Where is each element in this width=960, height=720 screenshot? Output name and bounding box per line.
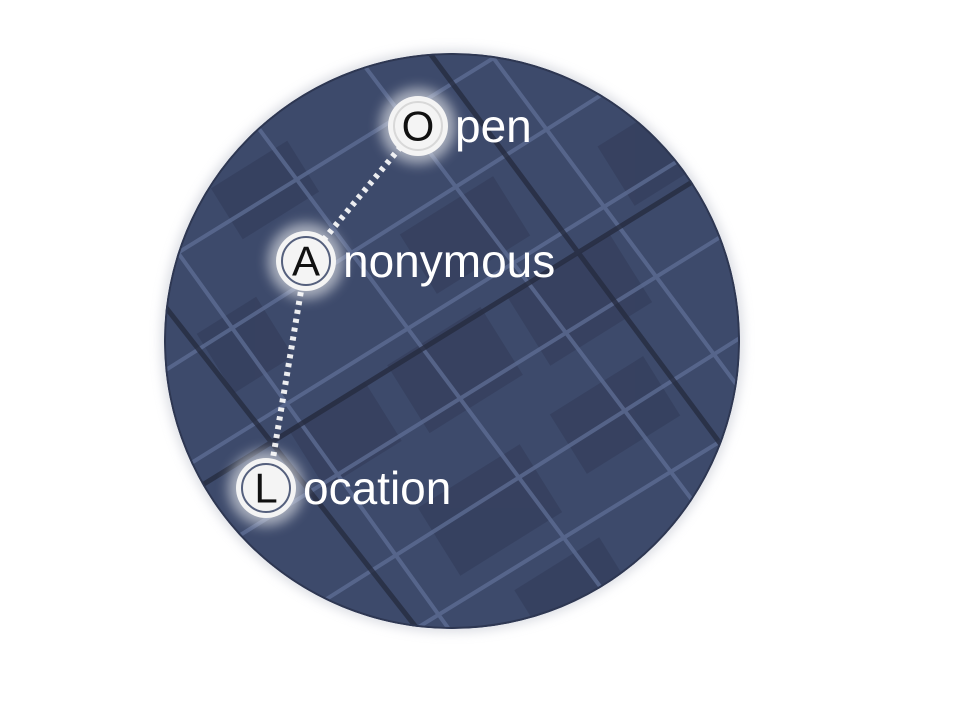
map-disc bbox=[164, 53, 740, 629]
node-open: O bbox=[380, 88, 456, 164]
node-letter-o: O bbox=[402, 103, 435, 150]
word-location-rest: ocation bbox=[303, 462, 451, 514]
word-open-rest: pen bbox=[455, 100, 532, 152]
node-location: L bbox=[228, 450, 304, 526]
node-letter-l: L bbox=[254, 465, 277, 512]
word-anonymous-rest: nonymous bbox=[343, 235, 555, 287]
node-anonymous: A bbox=[268, 223, 344, 299]
map-major-roads bbox=[164, 53, 740, 629]
node-letter-a: A bbox=[292, 238, 320, 285]
